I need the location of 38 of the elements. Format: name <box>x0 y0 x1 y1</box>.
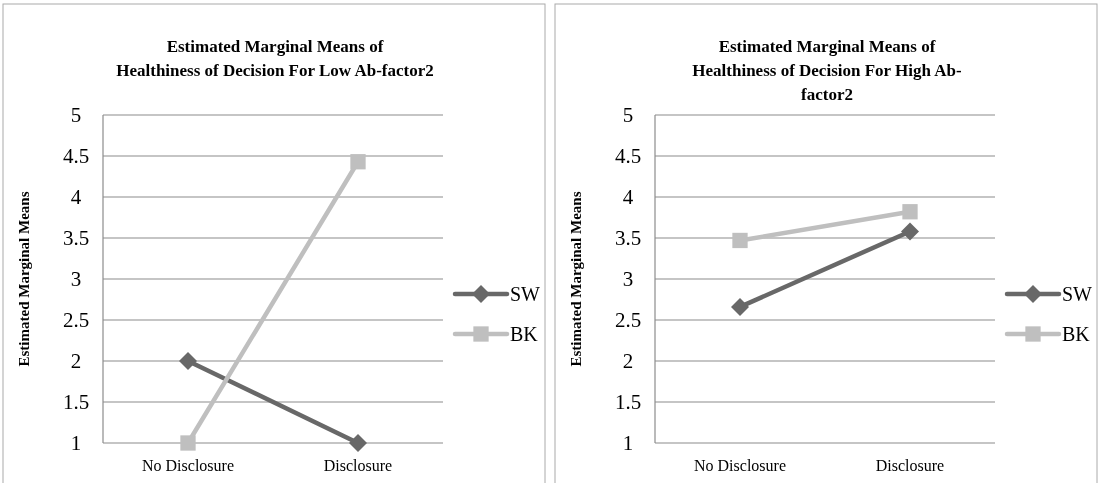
y-tick-label: 5 <box>70 103 82 128</box>
legend-label: BK <box>510 323 539 345</box>
x-tick-label: Disclosure <box>875 457 945 474</box>
x-tick-label: No Disclosure <box>694 457 786 474</box>
point <box>901 222 919 241</box>
x-tick-label: No Disclosure <box>142 457 234 474</box>
y-tick-label: 1 <box>622 431 634 456</box>
x-tick-label: Disclosure <box>323 457 393 474</box>
y-tick-label: 2 <box>622 349 634 374</box>
y-tick-label: 3.5 <box>62 226 90 251</box>
y-tick-label: 1.5 <box>62 390 90 415</box>
y-tick-label: 4.5 <box>614 144 642 169</box>
y-tick-label: 1.5 <box>614 390 642 415</box>
legend-label: BK <box>1062 323 1091 345</box>
y-axis-title: Estimated Marginal Means <box>568 191 584 367</box>
point <box>902 204 918 220</box>
y-tick-label: 4 <box>70 185 82 210</box>
point <box>349 434 367 452</box>
y-tick-label: 3 <box>622 267 634 292</box>
point <box>350 154 366 170</box>
point <box>179 352 197 370</box>
y-tick-label: 2.5 <box>614 308 642 333</box>
chart-title: Estimated Marginal Means of Healthiness of Decision For High Ab-factor2 <box>692 37 962 104</box>
y-tick-label: 4.5 <box>62 144 90 169</box>
y-axis-title: Estimated Marginal Means <box>16 191 32 367</box>
legend-label: SW <box>510 283 541 305</box>
point <box>732 232 748 249</box>
y-tick-label: 2 <box>70 349 82 374</box>
y-tick-label: 3.5 <box>614 226 642 251</box>
y-tick-label: 5 <box>622 103 634 128</box>
y-tick-label: 4 <box>622 185 634 210</box>
point <box>731 297 749 316</box>
legend-label: SW <box>1062 283 1093 305</box>
chart-title: Estimated Marginal Means of Healthiness of Decision For Low Ab-factor2 <box>116 37 434 80</box>
y-tick-label: 3 <box>70 267 82 292</box>
y-tick-label: 2.5 <box>62 308 90 333</box>
point <box>180 435 196 451</box>
y-tick-label: 1 <box>70 431 82 456</box>
